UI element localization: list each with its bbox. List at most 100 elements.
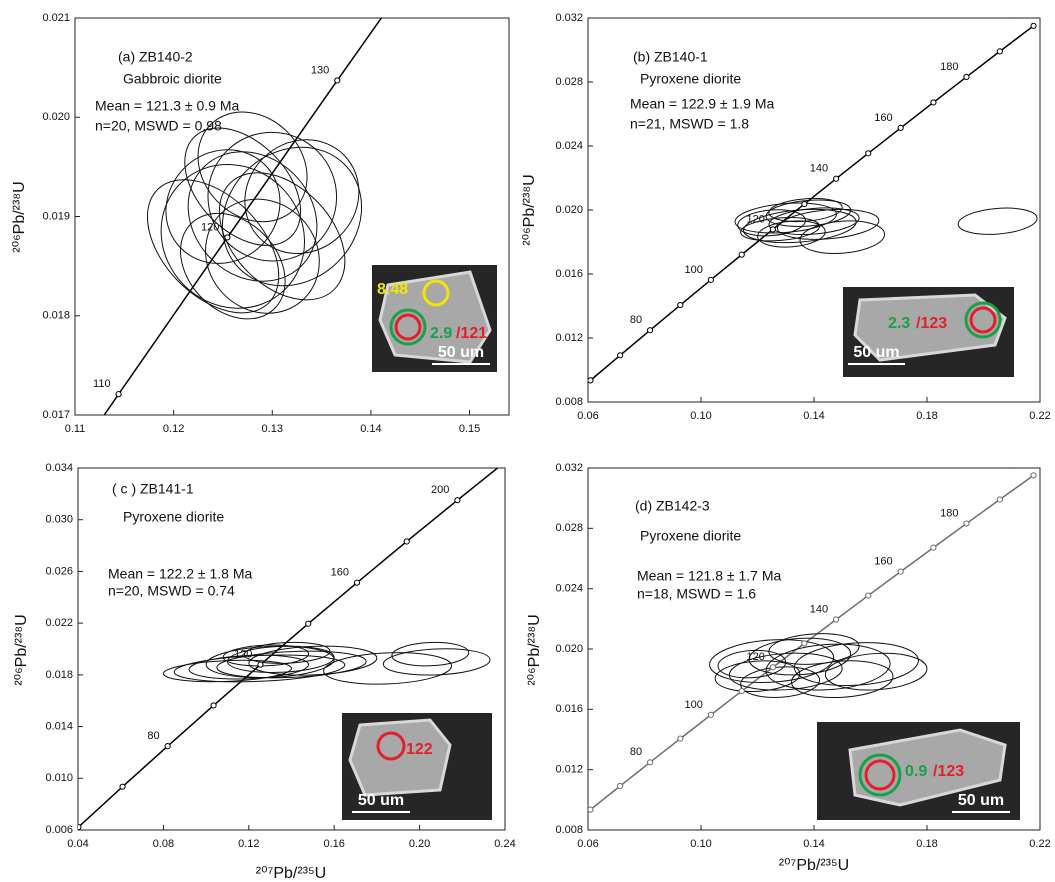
x-tick-label: 0.06 <box>577 410 598 422</box>
error-ellipse <box>131 135 334 338</box>
age-marker <box>931 100 936 105</box>
age-marker <box>802 641 807 646</box>
x-tick-label: 0.14 <box>803 838 824 850</box>
error-ellipse <box>957 205 1038 237</box>
age-marker <box>120 784 125 789</box>
age-marker <box>802 201 807 206</box>
x-tick-label: 0.18 <box>916 838 937 850</box>
panel: 0.060.100.140.180.220.0080.0120.0160.020… <box>521 10 1050 422</box>
age-marker <box>647 328 652 333</box>
age-label: 160 <box>874 112 892 124</box>
age-marker <box>708 277 713 282</box>
age-marker <box>708 712 713 717</box>
x-tick-label: 0.10 <box>690 838 711 850</box>
x-tick-label: 0.04 <box>67 838 88 850</box>
age-marker <box>8 548 13 553</box>
y-axis-label: ²⁰⁶Pb/²³⁸U <box>11 181 28 252</box>
y-tick-label: 0.018 <box>42 310 70 322</box>
x-axis-label: ²⁰⁷Pb/²³⁵U <box>256 865 326 882</box>
y-tick-label: 0.020 <box>555 204 583 216</box>
age-label: 110 <box>93 378 111 390</box>
age-marker <box>739 252 744 257</box>
y-tick-label: 0.024 <box>555 583 583 595</box>
spot-label: 122 <box>406 741 433 758</box>
panel-title: (a) ZB140-2 <box>118 49 193 65</box>
age-marker <box>306 621 311 626</box>
y-tick-label: 0.032 <box>555 12 583 24</box>
y-tick-label: 0.026 <box>45 565 73 577</box>
y-tick-label: 0.028 <box>555 76 583 88</box>
x-tick-label: 0.12 <box>163 423 184 435</box>
x-tick-label: 0.22 <box>1029 838 1050 850</box>
annotation: n=18, MSWD = 1.6 <box>637 586 756 602</box>
x-tick-label: 0.08 <box>153 838 174 850</box>
age-marker <box>898 125 903 130</box>
y-tick-label: 0.014 <box>45 720 73 732</box>
age-marker <box>898 569 903 574</box>
age-marker <box>931 545 936 550</box>
figure: 0.110.120.130.140.150.0170.0180.0190.020… <box>0 0 1055 882</box>
x-tick-label: 0.24 <box>494 838 515 850</box>
x-tick-label: 0.11 <box>65 423 86 435</box>
x-tick-label: 0.18 <box>916 410 937 422</box>
error-ellipse <box>194 119 390 315</box>
age-marker <box>354 580 359 585</box>
x-tick-label: 0.20 <box>409 838 430 850</box>
panel-subtitle: Pyroxene diorite <box>123 509 224 525</box>
annotation: Mean = 121.8 ± 1.7 Ma <box>637 568 781 584</box>
age-label: 80 <box>630 746 642 758</box>
y-tick-label: 0.006 <box>45 824 73 836</box>
y-tick-label: 0.024 <box>555 140 583 152</box>
age-marker <box>335 78 340 83</box>
age-marker <box>588 807 593 812</box>
age-label: 80 <box>630 314 642 326</box>
age-label: 160 <box>331 567 349 579</box>
error-ellipse <box>824 650 928 693</box>
y-tick-label: 0.021 <box>42 12 70 24</box>
age-marker <box>76 825 81 830</box>
spot-label: 0.9 <box>905 763 927 780</box>
age-marker <box>866 593 871 598</box>
annotation: Mean = 122.2 ± 1.8 Ma <box>108 566 252 582</box>
y-tick-label: 0.034 <box>45 462 73 474</box>
age-marker <box>618 783 623 788</box>
y-tick-label: 0.032 <box>555 462 583 474</box>
age-marker <box>225 235 230 240</box>
spot-label: 8.48 <box>377 281 408 298</box>
y-tick-label: 0.028 <box>555 522 583 534</box>
cl-image: 12250 um <box>342 713 492 820</box>
spot-label: 2.9 <box>430 325 452 342</box>
age-marker <box>647 760 652 765</box>
age-marker <box>964 521 969 526</box>
y-tick-label: 0.012 <box>555 332 583 344</box>
annotation: n=21, MSWD = 1.8 <box>630 116 749 132</box>
panel-title: ( c ) ZB141-1 <box>112 481 194 497</box>
age-label: 200 <box>431 484 449 496</box>
zircon-crystal <box>350 720 450 795</box>
cl-image: 8.48 2.9/121 50 um <box>372 265 497 372</box>
scale-label: 50 um <box>958 792 1004 809</box>
y-tick-label: 0.018 <box>45 669 73 681</box>
error-ellipse <box>160 192 307 339</box>
spot-label: /123 <box>933 763 964 780</box>
scale-label: 50 um <box>438 344 484 361</box>
age-marker <box>997 497 1002 502</box>
age-label: 120 <box>747 651 765 663</box>
age-label: 180 <box>940 61 958 73</box>
panel-subtitle: Gabbroic diorite <box>123 71 222 87</box>
age-label: 100 <box>685 699 703 711</box>
x-tick-label: 0.13 <box>262 423 283 435</box>
age-label: 130 <box>311 64 329 76</box>
panel-title: (d) ZB142-3 <box>635 498 710 514</box>
age-marker <box>770 227 775 232</box>
y-tick-label: 0.012 <box>555 764 583 776</box>
x-tick-label: 0.16 <box>323 838 344 850</box>
spot-label: /121 <box>456 325 487 342</box>
age-marker <box>588 378 593 383</box>
annotation: Mean = 122.9 ± 1.9 Ma <box>630 96 774 112</box>
annotation: Mean = 121.3 ± 0.9 Ma <box>95 98 239 114</box>
y-tick-label: 0.030 <box>45 514 73 526</box>
